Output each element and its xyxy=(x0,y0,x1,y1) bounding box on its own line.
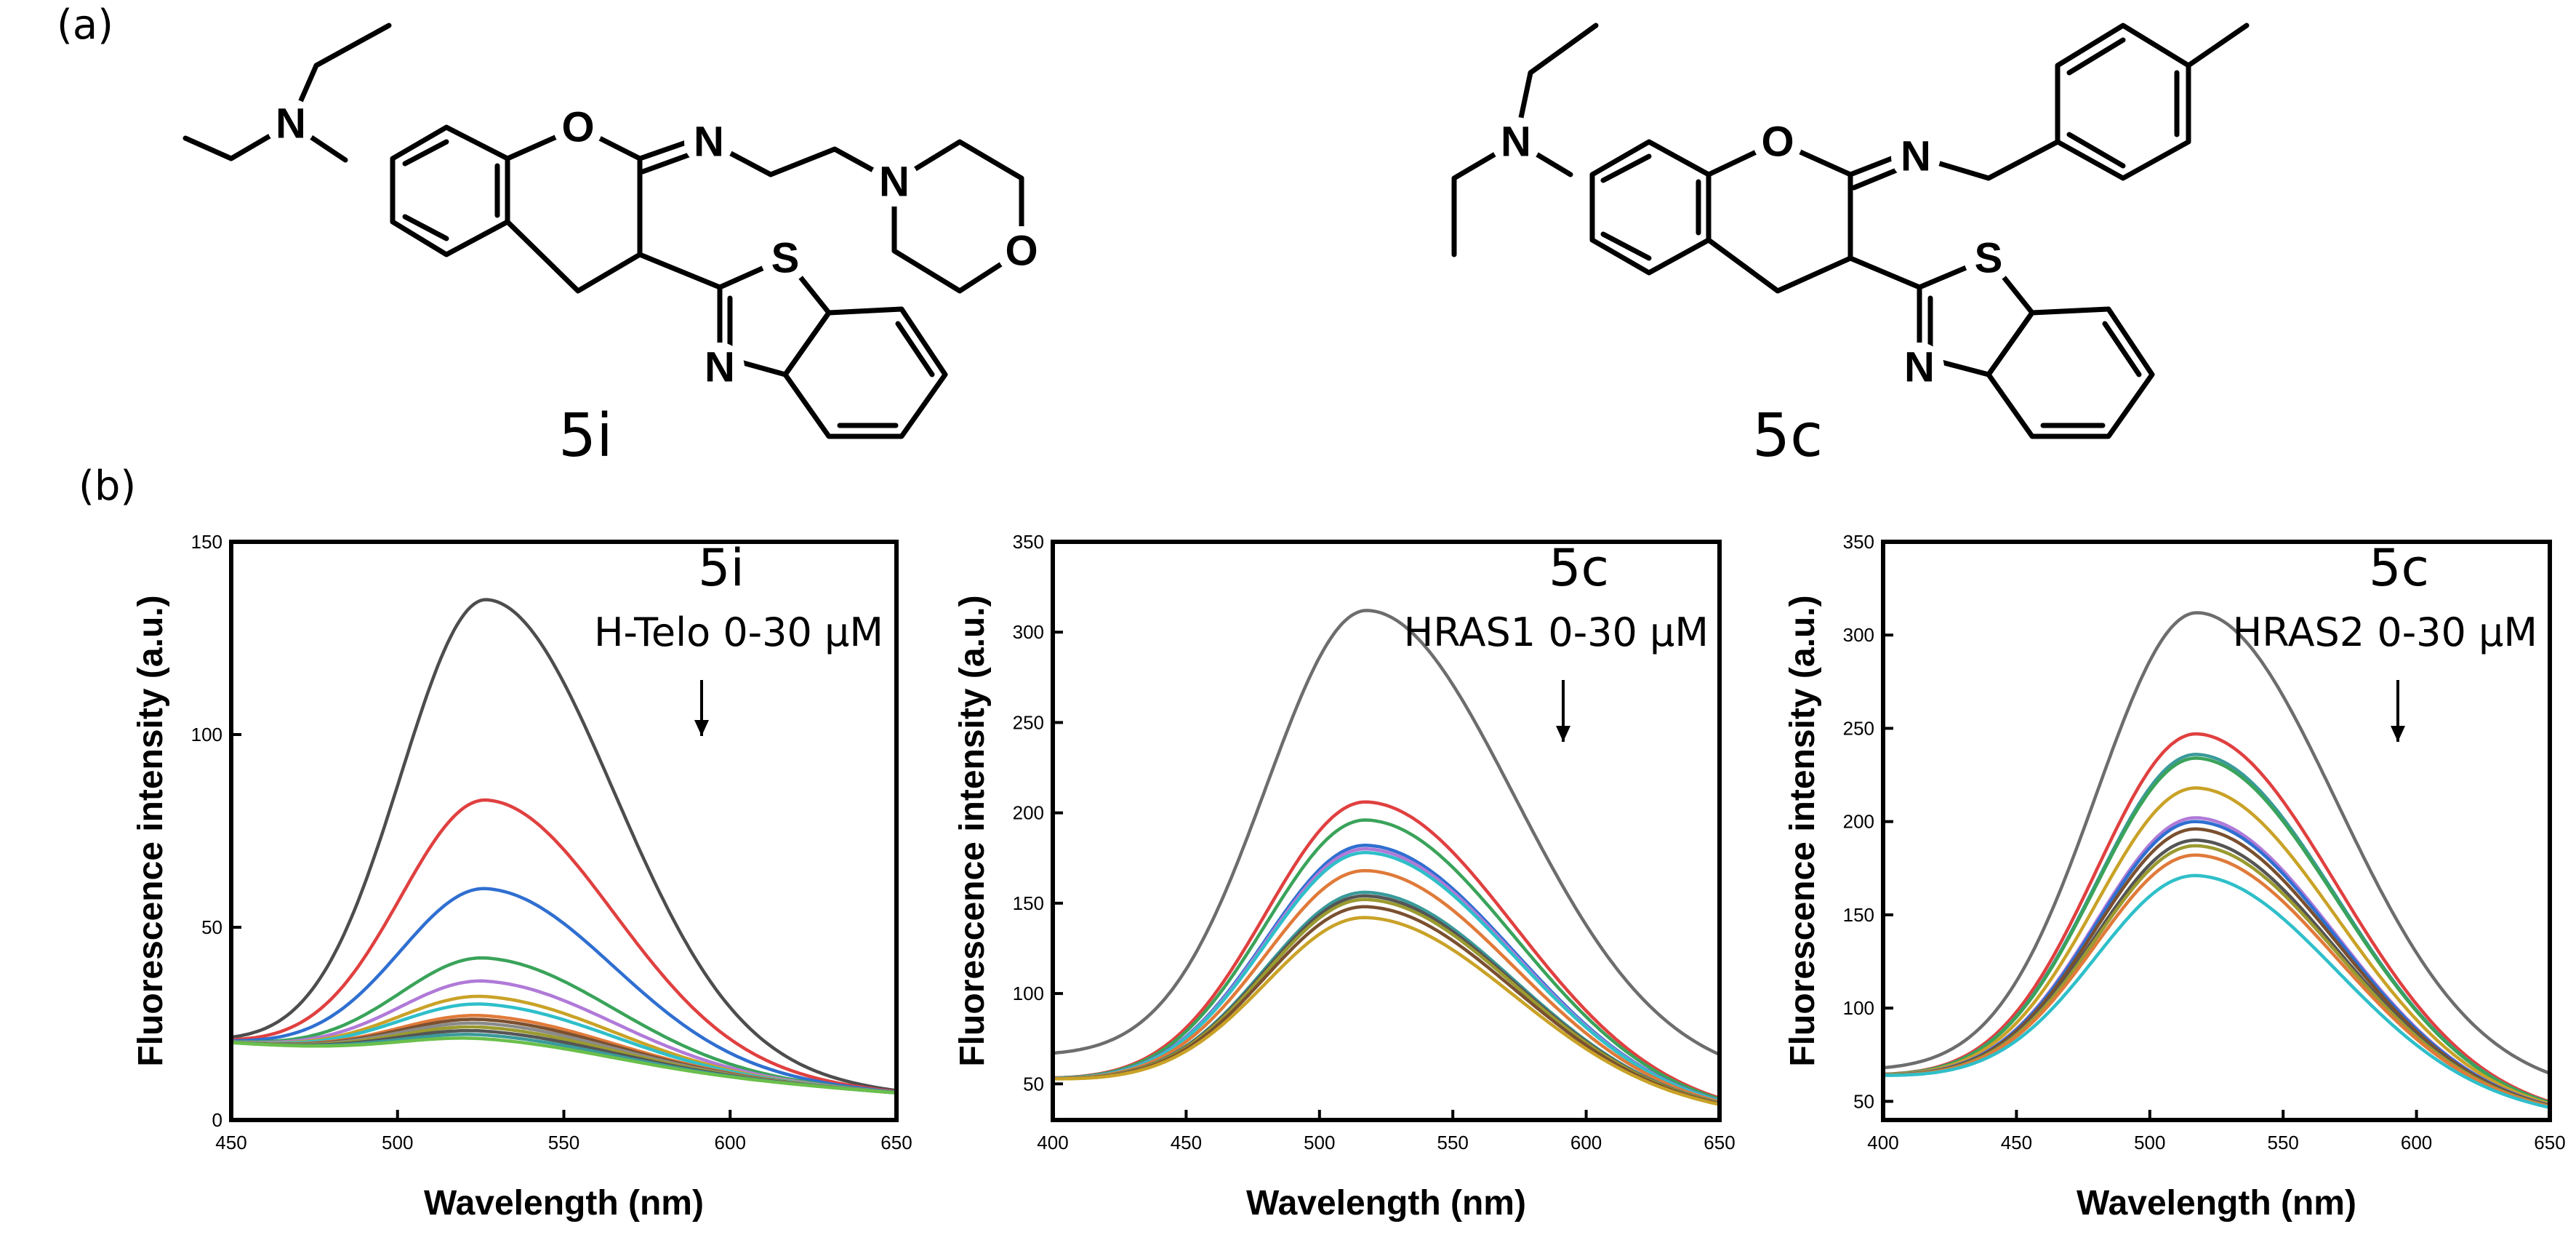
y-tick-label: 350 xyxy=(1013,531,1044,553)
atom-s: S xyxy=(1975,235,2003,282)
y-axis-title: Fluorescence intensity (a.u.) xyxy=(132,595,170,1066)
x-tick-label: 400 xyxy=(1037,1132,1068,1153)
inset-condition-label: HRAS2 0-30 μM xyxy=(2233,609,2537,655)
x-tick-label: 550 xyxy=(2268,1132,2299,1153)
x-tick-label: 450 xyxy=(2001,1132,2032,1153)
y-tick-label: 50 xyxy=(201,916,222,938)
x-tick-label: 400 xyxy=(1867,1132,1898,1153)
series-line xyxy=(230,598,897,1092)
series-line xyxy=(231,887,897,1094)
x-tick-label: 600 xyxy=(715,1132,746,1153)
y-axis-title: Fluorescence intensity (a.u.) xyxy=(953,595,992,1066)
x-tick-label: 650 xyxy=(880,1132,912,1153)
plot-frame xyxy=(1051,540,1722,1122)
series-line xyxy=(230,1036,897,1095)
series-line xyxy=(1882,756,2551,1105)
inset-condition-label: H-Telo 0-30 μM xyxy=(594,609,883,655)
atom-n-thiazole: N xyxy=(705,344,735,391)
y-tick-label: 0 xyxy=(212,1109,222,1131)
y-tick-label: 50 xyxy=(1853,1090,1874,1112)
y-tick-label: 150 xyxy=(1843,904,1874,926)
compound-label-5i: 5i xyxy=(558,401,613,471)
y-tick-label: 200 xyxy=(1843,811,1874,833)
y-tick-label: 300 xyxy=(1013,621,1044,643)
series-line xyxy=(230,798,897,1094)
compound-label-5c: 5c xyxy=(1752,401,1823,471)
y-tick-label: 100 xyxy=(1843,997,1874,1019)
series-line xyxy=(1053,916,1720,1106)
x-tick-label: 550 xyxy=(548,1132,579,1153)
panel-label-a: (a) xyxy=(57,1,114,49)
atom-n-imine: N xyxy=(694,119,724,166)
y-tick-label: 350 xyxy=(1843,531,1874,553)
arrow-head xyxy=(694,720,709,736)
y-tick-label: 50 xyxy=(1023,1073,1044,1095)
x-tick-label: 650 xyxy=(2534,1132,2565,1153)
series-line xyxy=(1882,786,2551,1106)
x-tick-label: 500 xyxy=(2134,1132,2165,1153)
atom-o-ring: O xyxy=(1761,119,1794,166)
plot-frame xyxy=(1881,540,2552,1122)
x-axis-title: Wavelength (nm) xyxy=(2077,1184,2356,1223)
inset-compound-label: 5i xyxy=(698,538,745,598)
inset-compound-label: 5c xyxy=(1549,538,1609,598)
y-tick-label: 300 xyxy=(1843,624,1874,646)
chart-1: 450 500 550 600 650 0 50 100 150 Wavelength (nm) F… xyxy=(132,531,912,1223)
series-line xyxy=(1052,609,1720,1057)
y-tick-label: 250 xyxy=(1843,717,1874,739)
series-line xyxy=(1052,800,1720,1100)
atom-n-morpholine: N xyxy=(879,159,910,206)
y-axis-title: Fluorescence intensity (a.u.) xyxy=(1783,595,1822,1066)
x-tick-label: 550 xyxy=(1437,1132,1469,1153)
series-line xyxy=(1053,897,1720,1105)
atom-o-ring: O xyxy=(561,104,594,151)
series-line xyxy=(1053,890,1720,1105)
atom-o-morpholine: O xyxy=(1005,228,1038,275)
y-tick-label: 150 xyxy=(191,531,222,553)
y-tick-label: 200 xyxy=(1013,802,1044,824)
arrow-head xyxy=(2391,726,2405,742)
x-tick-label: 650 xyxy=(1704,1132,1735,1153)
y-tick-label: 100 xyxy=(191,724,222,745)
x-tick-label: 500 xyxy=(1304,1132,1335,1153)
atom-n-imine: N xyxy=(1901,133,1931,180)
arrow-head xyxy=(1556,726,1570,742)
x-tick-label: 600 xyxy=(1570,1132,1602,1153)
x-axis-title: Wavelength (nm) xyxy=(424,1184,704,1223)
x-tick-label: 450 xyxy=(215,1132,246,1153)
series-line xyxy=(1052,818,1720,1101)
inset-condition-label: HRAS1 0-30 μM xyxy=(1404,609,1709,655)
y-tick-label: 250 xyxy=(1013,711,1044,733)
x-tick-label: 500 xyxy=(382,1132,413,1153)
atom-n-amine: N xyxy=(276,100,306,148)
atom-n-thiazole: N xyxy=(1904,344,1935,391)
series-line xyxy=(1882,732,2551,1104)
series-line xyxy=(1882,611,2551,1075)
chart-3: 400 450 500 550 600 650 50 100 150 200 250 300 350 Wa… xyxy=(1783,531,2566,1223)
atom-n-amine: N xyxy=(1501,119,1531,166)
y-tick-label: 150 xyxy=(1013,892,1044,914)
series-line xyxy=(1882,853,2551,1108)
x-tick-label: 600 xyxy=(2401,1132,2432,1153)
series-line xyxy=(1053,894,1720,1105)
panel-label-b: (b) xyxy=(79,463,137,510)
x-axis-title: Wavelength (nm) xyxy=(1246,1184,1526,1223)
inset-compound-label: 5c xyxy=(2369,538,2429,598)
y-tick-label: 100 xyxy=(1013,983,1044,1004)
atom-s: S xyxy=(771,235,800,282)
series-line xyxy=(1053,850,1720,1103)
x-tick-label: 450 xyxy=(1171,1132,1202,1153)
chart-2: 400 450 500 550 600 650 50 100 150 200 250 300 350 Wa… xyxy=(953,531,1736,1223)
series-line xyxy=(1883,873,2551,1109)
series-line xyxy=(1052,905,1720,1106)
series-line xyxy=(1053,868,1720,1104)
